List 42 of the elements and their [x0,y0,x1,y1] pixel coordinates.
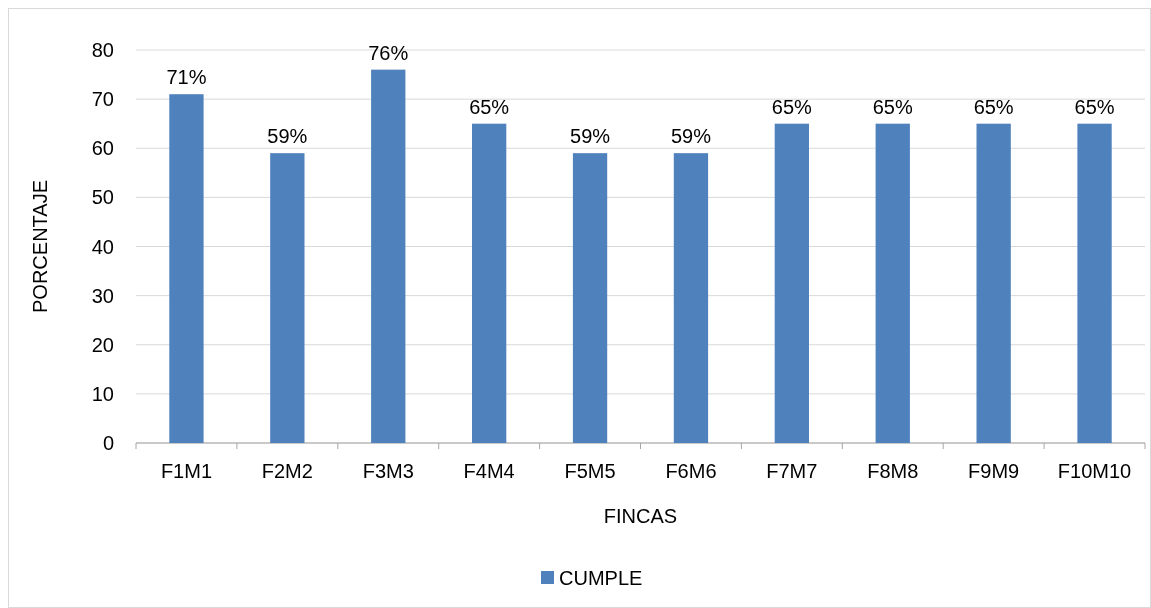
x-tick-label: F8M8 [867,460,919,482]
y-tick-label: 50 [91,186,114,209]
x-tick-label: F9M9 [968,460,1020,482]
x-tick-label: F4M4 [463,460,515,482]
x-tick-label: F6M6 [665,460,717,482]
y-tick-label: 20 [91,333,114,356]
bar [270,153,305,443]
bar [169,94,204,443]
y-axis-title: PORCENTAJE [29,180,51,313]
x-tick-label: F2M2 [261,460,313,482]
x-tick-label: F10M10 [1057,460,1132,482]
y-tick-label: 80 [91,39,114,61]
x-tick-label: F7M7 [766,460,818,482]
bar [774,123,809,443]
data-label: 65% [771,95,813,118]
x-tick-label: F1M1 [160,460,213,482]
legend-label: CUMPLE [559,567,643,589]
y-tick-label: 60 [91,137,114,160]
x-tick-label: F5M5 [564,460,616,482]
bar [371,69,406,443]
data-label: 65% [973,95,1014,118]
y-tick-label: 40 [91,235,114,258]
bar [572,153,608,443]
y-tick-label: 10 [91,382,114,405]
data-label: 76% [368,41,409,64]
bar [875,123,910,443]
y-tick-label: 30 [91,284,114,307]
data-label: 65% [872,95,913,118]
bar [472,123,507,443]
y-tick-label: 70 [91,88,114,111]
x-tick-label: F3M3 [362,460,414,482]
x-axis-title: FINCAS [603,505,678,527]
y-tick-label: 0 [102,432,114,454]
bar [1077,123,1112,443]
data-label: 59% [670,125,712,148]
bar [673,153,709,443]
bar [976,123,1011,443]
data-label: 59% [267,125,308,148]
data-label: 59% [570,125,611,148]
data-label: 65% [1074,95,1115,118]
data-label: 71% [166,66,207,89]
data-label: 65% [469,95,510,118]
